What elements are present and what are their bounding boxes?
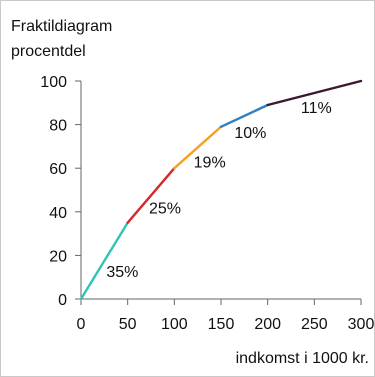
x-tick-label: 300 — [348, 316, 374, 333]
chart-title: Fraktildiagram — [11, 18, 112, 35]
x-tick-label: 50 — [119, 316, 137, 333]
x-axis-label: indkomst i 1000 kr. — [236, 350, 369, 367]
segment-label: 25% — [149, 200, 181, 217]
line-segment — [266, 79, 363, 107]
y-tick-label: 80 — [49, 118, 67, 135]
ticks: 0 20 40 60 80 100 0 50 100 150 200 250 300 — [40, 74, 374, 333]
x-tick-label: 100 — [161, 316, 188, 333]
y-tick-label: 0 — [58, 292, 67, 309]
series-segments — [79, 79, 363, 301]
line-segment — [219, 103, 269, 128]
segment-label: 35% — [106, 264, 138, 281]
segment-label: 10% — [234, 125, 266, 142]
segment-labels: 35% 25% 19% 10% 11% — [106, 100, 331, 281]
line-segment — [126, 166, 176, 224]
x-tick-label: 200 — [254, 316, 281, 333]
line-segment — [79, 221, 129, 301]
x-tick-label: 0 — [77, 316, 86, 333]
segment-label: 11% — [301, 100, 332, 117]
y-tick-label: 60 — [49, 161, 67, 178]
y-tick-label: 100 — [40, 74, 67, 91]
y-axis-label: procentdel — [11, 43, 86, 60]
line-segment — [173, 125, 223, 170]
y-tick-label: 40 — [49, 205, 67, 222]
segment-label: 19% — [194, 154, 226, 171]
x-tick-label: 250 — [301, 316, 328, 333]
y-tick-label: 20 — [49, 248, 67, 265]
x-tick-label: 150 — [208, 316, 235, 333]
